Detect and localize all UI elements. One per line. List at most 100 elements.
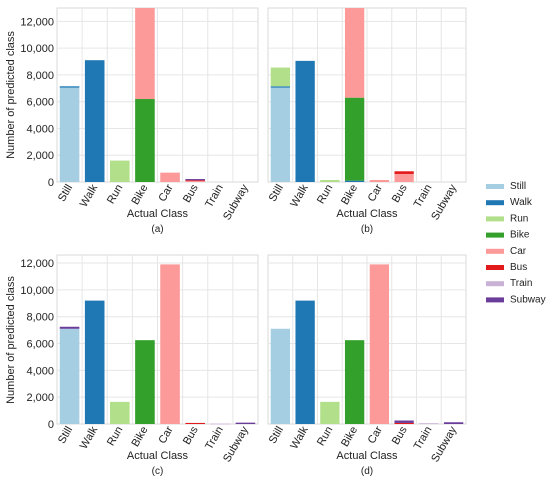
x-tick-label: Bike (129, 183, 150, 208)
x-tick-label: Walk (288, 182, 311, 209)
bar-segment (369, 264, 390, 424)
legend-swatch (486, 184, 504, 189)
x-tick-label: Walk (288, 424, 311, 451)
x-tick-label: Walk (78, 424, 101, 451)
y-tick-label: 2,000 (26, 392, 54, 404)
x-tick-label: Still (267, 183, 286, 204)
bar-segment (185, 422, 205, 424)
bar-segment (270, 86, 291, 88)
x-tick-label: Bike (339, 183, 360, 208)
bar-segment (110, 160, 130, 182)
bar-segment (419, 423, 439, 424)
x-axis-label: Actual Class (127, 450, 189, 462)
legend-label: Bike (510, 230, 530, 241)
bar-segment (344, 8, 365, 98)
legend-swatch (486, 200, 504, 206)
legend-label: Run (510, 213, 528, 224)
bar-segment (295, 300, 315, 424)
y-tick-label: 8,000 (26, 70, 54, 82)
y-tick-label: 10,000 (20, 285, 54, 297)
bar-segment (59, 326, 80, 329)
y-axis-label: Number of predicted class (5, 276, 17, 404)
x-tick-label: Still (267, 425, 286, 446)
panel-caption: (a) (151, 224, 163, 235)
bar-segment (270, 87, 291, 182)
bar-segment (59, 87, 80, 182)
y-axis-label: Number of predicted class (5, 31, 17, 159)
x-tick-label: Car (366, 424, 385, 446)
x-tick-label: Train (412, 183, 435, 210)
x-tick-label: Walk (78, 182, 101, 209)
bar-segment (270, 67, 291, 87)
x-axis-label: Actual Class (127, 208, 189, 220)
legend-swatch (486, 281, 504, 287)
y-tick-label: 6,000 (26, 97, 54, 109)
y-tick-label: 2,000 (26, 150, 54, 162)
x-tick-label: Car (156, 424, 175, 446)
bar-segment (344, 180, 365, 182)
x-tick-label: Train (203, 425, 226, 452)
x-tick-label: Train (203, 183, 226, 210)
bar-segment (344, 340, 365, 424)
bar-segment (185, 180, 205, 182)
y-tick-label: 12,000 (20, 258, 54, 270)
x-tick-label: Still (56, 425, 75, 446)
y-tick-label: 10,000 (20, 43, 54, 55)
bar-segment (135, 8, 155, 100)
bar-segment (443, 422, 464, 424)
x-tick-label: Bus (390, 182, 410, 205)
x-tick-label: Subway (221, 424, 251, 464)
legend-swatch (486, 232, 504, 238)
x-tick-label: Run (105, 425, 125, 448)
bar-segment (369, 179, 390, 182)
panel-a: 0 2,000 4,000 6,000 8,000 10,000 12,000Number … (5, 7, 259, 235)
panel-caption: (d) (361, 466, 373, 477)
x-tick-label: Train (412, 425, 435, 452)
panel-c: 0 2,000 4,000 6,000 8,000 10,000 12,000Number … (5, 254, 259, 477)
x-axis-label: Actual Class (336, 450, 398, 462)
panel-caption: (b) (361, 224, 373, 235)
bar-segment (210, 423, 231, 425)
bar-segment (394, 173, 414, 182)
legend-swatch (486, 297, 504, 303)
x-tick-label: Bus (181, 424, 201, 447)
y-tick-label: 0 (48, 419, 54, 431)
bar-segment (394, 420, 414, 423)
bar-segment (110, 401, 130, 424)
legend-swatch (486, 216, 504, 222)
bar-segment (84, 60, 105, 183)
legend-label: Car (510, 246, 527, 257)
bar-segment (135, 99, 155, 182)
x-tick-label: Run (315, 425, 335, 448)
bar-segment (394, 422, 414, 424)
panel-d: Still Walk Run Bike Car Bus TrainSubwayActual … (267, 254, 467, 477)
legend: Still Walk Run Bike Car Bus Train Subway (486, 181, 546, 305)
bar-segment (270, 328, 291, 424)
bar-segment (84, 300, 105, 424)
x-axis-label: Actual Class (336, 208, 398, 220)
x-tick-label: Bike (339, 425, 360, 450)
x-tick-label: Bike (129, 425, 150, 450)
y-tick-label: 6,000 (26, 339, 54, 351)
legend-swatch (486, 248, 504, 254)
x-tick-label: Run (105, 183, 125, 206)
bar-segment (135, 340, 155, 424)
y-tick-label: 12,000 (20, 16, 54, 28)
bar-segment (320, 179, 340, 182)
bar-segment (59, 86, 80, 88)
y-tick-label: 4,000 (26, 365, 54, 377)
bar-segment (160, 264, 180, 424)
bar-segment (295, 60, 315, 182)
bar-segment (394, 171, 414, 174)
panel-caption: (c) (152, 466, 164, 477)
x-tick-label: Bus (181, 182, 201, 205)
bar-segment (344, 97, 365, 181)
y-tick-label: 8,000 (26, 312, 54, 324)
bar-segment (320, 401, 340, 424)
x-tick-label: Subway (221, 182, 251, 222)
x-tick-label: Car (156, 182, 175, 204)
legend-label: Train (510, 278, 532, 289)
bar-segment (59, 328, 80, 424)
legend-label: Subway (510, 294, 546, 305)
